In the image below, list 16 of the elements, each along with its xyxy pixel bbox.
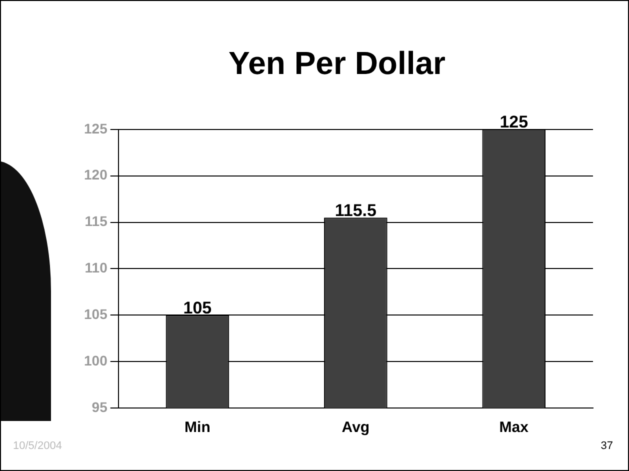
y-tick-label: 120 — [84, 166, 108, 183]
text: 10/5/2004 — [13, 440, 62, 452]
x-tick-label: Min — [184, 419, 210, 436]
y-tick-label: 105 — [84, 306, 108, 322]
y-tick-label: 115 — [84, 213, 108, 230]
x-tick-label: Max — [499, 419, 530, 436]
text: 37 — [600, 440, 613, 452]
y-tick-label: 125 — [84, 120, 108, 136]
y-tick-label: 100 — [84, 352, 108, 368]
y-tick-label: 110 — [84, 260, 108, 276]
data-label: 105 — [183, 298, 212, 318]
y-tick-label: 95 — [92, 398, 108, 415]
x-tick-label: Avg — [342, 419, 370, 436]
data-label: 125 — [500, 112, 528, 132]
data-label: 115.5 — [334, 200, 376, 220]
chart-title: Yen Per Dollar — [228, 45, 446, 82]
